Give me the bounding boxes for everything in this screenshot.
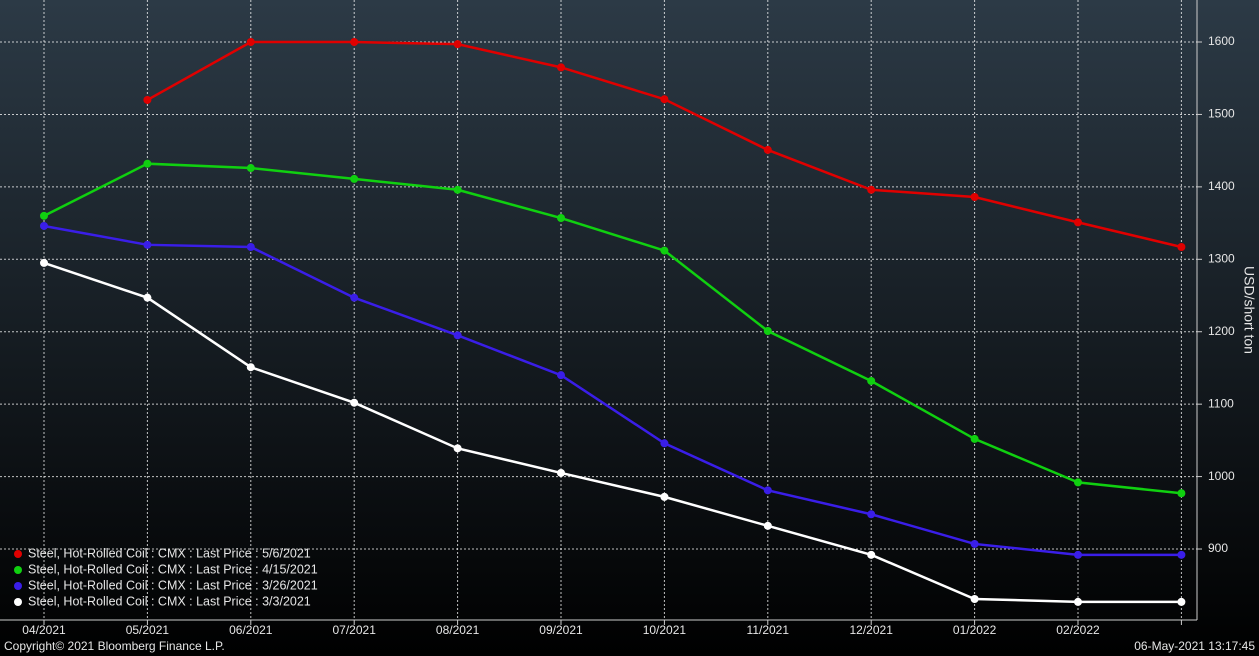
point: [1074, 478, 1082, 487]
point: [143, 240, 152, 249]
legend-label: Steel, Hot-Rolled Coil : CMX : Last Pric…: [28, 562, 318, 576]
point: [557, 468, 565, 477]
point: [350, 293, 359, 302]
point: [867, 510, 876, 519]
point: [970, 434, 979, 443]
point: [143, 293, 152, 302]
point: [40, 221, 48, 230]
plot: [40, 38, 1186, 606]
point: [970, 594, 979, 603]
point: [557, 214, 565, 223]
x-tick-label: 01/2022: [953, 623, 997, 637]
point: [1177, 489, 1186, 498]
point: [970, 193, 979, 202]
point: [246, 164, 255, 173]
legend-marker: [14, 550, 22, 558]
point: [763, 327, 772, 336]
x-tick-label: 07/2021: [333, 623, 377, 637]
x-tick-label: 06/2021: [229, 623, 273, 637]
point: [867, 376, 876, 385]
x-tick-label: 05/2021: [126, 623, 170, 637]
legend-label: Steel, Hot-Rolled Coil : CMX : Last Pric…: [28, 594, 311, 608]
point: [1074, 550, 1082, 559]
point: [453, 331, 462, 340]
legend-marker: [14, 582, 22, 590]
y-tick-label: 1600: [1208, 34, 1235, 48]
y-tick-label: 1200: [1208, 324, 1235, 338]
series-line: [43, 162, 1182, 495]
y-tick-label: 1500: [1208, 107, 1235, 121]
point: [246, 38, 255, 47]
y-tick-label: 1400: [1208, 179, 1235, 193]
point: [557, 371, 565, 380]
x-tick-label: 02/2022: [1056, 623, 1100, 637]
point: [763, 486, 772, 495]
x-tick-label: 09/2021: [539, 623, 583, 637]
y-axis-label: USD/short ton: [1241, 266, 1257, 354]
legend-marker: [14, 598, 22, 606]
point: [350, 174, 359, 183]
point: [1074, 218, 1082, 227]
x-tick-label: 10/2021: [643, 623, 687, 637]
point: [40, 211, 48, 220]
y-tick-label: 1300: [1208, 251, 1235, 265]
point: [246, 363, 255, 372]
point: [453, 444, 462, 453]
x-tick-label: 11/2021: [747, 623, 790, 637]
point: [660, 95, 669, 104]
point: [453, 185, 462, 194]
point: [246, 242, 255, 251]
y-tick-label: 1000: [1208, 469, 1235, 483]
point: [763, 145, 772, 154]
x-tick-label: 04/2021: [22, 623, 66, 637]
point: [1177, 597, 1186, 606]
point: [763, 521, 772, 530]
point: [453, 40, 462, 49]
point: [660, 492, 669, 501]
series-line: [43, 224, 1182, 557]
point: [1177, 550, 1186, 559]
point: [867, 550, 876, 559]
point: [40, 258, 48, 267]
y-tick-label: 900: [1208, 541, 1228, 555]
series-line: [43, 261, 1182, 604]
legend-label: Steel, Hot-Rolled Coil : CMX : Last Pric…: [28, 546, 311, 560]
point: [143, 95, 152, 104]
legend-marker: [14, 566, 22, 574]
point: [350, 398, 359, 407]
point: [557, 63, 565, 72]
point: [1177, 242, 1186, 251]
point: [143, 159, 152, 168]
point: [350, 38, 359, 47]
legend-label: Steel, Hot-Rolled Coil : CMX : Last Pric…: [28, 578, 318, 592]
copyright: Copyright© 2021 Bloomberg Finance L.P.: [4, 639, 225, 653]
x-tick-label: 08/2021: [436, 623, 480, 637]
point: [970, 539, 979, 548]
point: [660, 439, 669, 448]
y-tick-label: 1100: [1208, 396, 1234, 410]
x-tick-label: 12/2021: [850, 623, 894, 637]
point: [867, 185, 876, 194]
point: [1074, 597, 1082, 606]
point: [660, 246, 669, 255]
timestamp: 06-May-2021 13:17:45: [1134, 639, 1255, 653]
